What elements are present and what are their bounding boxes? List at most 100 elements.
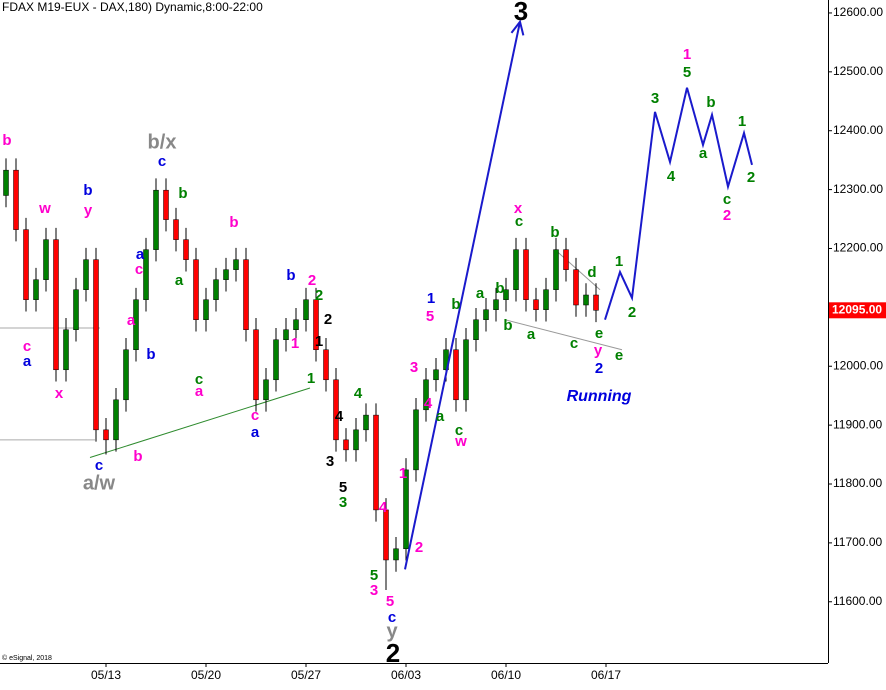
- wave-label: 4: [354, 385, 363, 402]
- candle-body: [553, 249, 559, 290]
- candle-body: [133, 299, 139, 351]
- wave-label: b: [2, 132, 11, 149]
- wave-label: a: [476, 285, 485, 302]
- y-tick-label: 12500.00: [833, 64, 883, 78]
- wave-label: 5: [683, 64, 691, 81]
- candle-body: [353, 429, 359, 451]
- wave-label: b: [503, 317, 512, 334]
- y-tick-label: 12300.00: [833, 182, 883, 196]
- y-tick-label: 12200.00: [833, 241, 883, 255]
- candle-body: [143, 249, 149, 300]
- candle-body: [373, 414, 379, 511]
- trendline: [504, 319, 623, 351]
- wave-label: x: [514, 200, 523, 217]
- candle-body: [403, 469, 409, 550]
- x-tick-label: 05/20: [191, 668, 221, 682]
- candle-body: [83, 259, 89, 290]
- wave-label: 4: [667, 168, 676, 185]
- candle-body: [123, 349, 129, 401]
- wave-label: 1: [683, 46, 691, 63]
- candle-body: [163, 189, 169, 220]
- candle-body: [273, 339, 279, 381]
- candle-body: [533, 299, 539, 310]
- wave-label: b: [133, 448, 142, 465]
- wave-label: a: [436, 408, 445, 425]
- wave-label: c: [723, 191, 731, 208]
- candle-body: [3, 169, 9, 196]
- wave-label: d: [587, 264, 596, 281]
- candle-body: [333, 379, 339, 441]
- y-tick-label: 11800.00: [833, 476, 882, 490]
- candle-body: [93, 259, 99, 431]
- candle-body: [213, 279, 219, 300]
- candle-body: [13, 169, 19, 230]
- wave-label: a: [195, 383, 204, 400]
- candle-body: [293, 319, 299, 330]
- wave-label: a: [699, 145, 708, 162]
- wave-label: e: [615, 347, 623, 364]
- candle-body: [113, 399, 119, 441]
- wave-label: 1: [399, 465, 407, 482]
- candle-body: [543, 289, 549, 310]
- x-tick-label: 05/13: [91, 668, 121, 682]
- wave-label: 1: [427, 290, 435, 307]
- candle-body: [323, 349, 329, 381]
- last-price-box: [829, 302, 886, 319]
- candle-body: [23, 229, 29, 300]
- wave-label: 4: [335, 408, 344, 425]
- wave-label: e: [595, 325, 603, 342]
- projection-line: [404, 21, 521, 570]
- candle-body: [223, 269, 229, 280]
- candle-body: [303, 299, 309, 320]
- wave-label: b: [146, 346, 155, 363]
- copyright: © eSignal, 2018: [2, 654, 52, 662]
- wave-label: b: [451, 296, 460, 313]
- candle-body: [563, 249, 569, 270]
- wave-label: 3: [370, 582, 378, 599]
- candle-body: [343, 439, 349, 451]
- x-tick-label: 05/27: [291, 668, 321, 682]
- wave-label: 5: [426, 308, 434, 325]
- wave-label: b: [495, 280, 504, 297]
- wave-label: y: [84, 202, 93, 219]
- candle-body: [173, 219, 179, 240]
- wave-label: 3: [410, 359, 418, 376]
- wave-label: c: [455, 422, 463, 439]
- candle-body: [473, 319, 479, 340]
- wave-label: a: [23, 353, 32, 370]
- wave-label: 2: [315, 287, 323, 304]
- y-tick-label: 12400.00: [833, 123, 883, 137]
- y-tick-label: 12600.00: [833, 5, 883, 19]
- wave-label: 3: [339, 494, 347, 511]
- projection-line: [604, 87, 753, 321]
- wave-label: 1: [307, 370, 315, 387]
- wave-label: b: [286, 267, 295, 284]
- candle-body: [263, 379, 269, 401]
- wave-label: b: [229, 214, 238, 231]
- candle-body: [43, 239, 49, 280]
- wave-label: 3: [514, 0, 528, 26]
- candle-body: [423, 379, 429, 411]
- wave-label: 2: [386, 638, 400, 668]
- wave-label: a: [527, 326, 536, 343]
- wave-label: c: [195, 371, 203, 388]
- last-price-label: 12095.00: [832, 302, 882, 316]
- candle-body: [103, 429, 109, 441]
- wave-label: a: [127, 312, 136, 329]
- wave-label: 1: [315, 333, 323, 350]
- candle-body: [503, 289, 509, 300]
- candle-body: [593, 294, 599, 311]
- wave-label: c: [23, 338, 31, 355]
- y-tick-label: 12000.00: [833, 358, 883, 372]
- wave-label: c: [135, 261, 143, 278]
- wave-label: b/x: [148, 131, 177, 153]
- chart-title: FDAX M19-EUX - DAX,180) Dynamic,8:00-22:…: [2, 0, 263, 14]
- wave-label: 2: [628, 304, 636, 321]
- candle-body: [513, 249, 519, 290]
- wave-label: b: [550, 224, 559, 241]
- trendline: [89, 387, 311, 458]
- candle-body: [413, 409, 419, 471]
- candle-body: [53, 239, 59, 371]
- wave-label: a: [136, 246, 145, 263]
